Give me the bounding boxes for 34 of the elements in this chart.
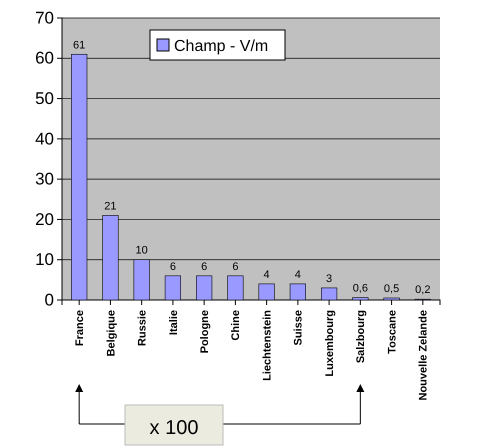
y-tick-label: 40 [35, 129, 54, 148]
data-label: 3 [326, 272, 332, 285]
y-tick-label: 10 [35, 250, 54, 270]
x-tick-label: Nouvelle Zelande [418, 310, 430, 400]
y-tick-label: 30 [35, 170, 54, 189]
data-label: 4 [264, 268, 270, 281]
y-tick-label: 50 [35, 89, 54, 108]
x-tick-label: Luxembourg [324, 310, 336, 377]
data-label: 0,2 [415, 284, 430, 296]
x-tick-label: Belgique [105, 310, 118, 356]
y-tick-label: 20 [35, 210, 54, 229]
data-label: 0,6 [352, 282, 368, 295]
data-label: 6 [201, 260, 208, 273]
data-label: 6 [232, 260, 238, 273]
data-label: 0,5 [384, 282, 400, 295]
y-tick-label: 70 [35, 8, 54, 28]
x-tick-label: France [74, 310, 86, 346]
x-tick-label: Toscane [386, 310, 398, 354]
x-tick-label: Salzbourg [355, 310, 368, 364]
data-label: 21 [104, 200, 117, 212]
x-tick-label: Liechtenstein [261, 310, 274, 381]
text: x 100 [150, 417, 198, 439]
data-label: 4 [294, 268, 301, 281]
y-tick-label: 0 [44, 290, 54, 310]
data-label: 10 [136, 244, 148, 257]
data-label: 61 [73, 39, 86, 52]
data-label: 6 [170, 260, 176, 273]
x-tick-label: Italie [168, 310, 180, 336]
x-tick-label: Pologne [198, 310, 211, 354]
x-tick-label: Chine [230, 310, 242, 341]
x-tick-label: Russie [136, 310, 149, 346]
x-tick-label: Suisse [292, 310, 305, 346]
y-tick-label: 60 [35, 48, 54, 68]
legend-label: Champ - V/m [174, 38, 268, 55]
